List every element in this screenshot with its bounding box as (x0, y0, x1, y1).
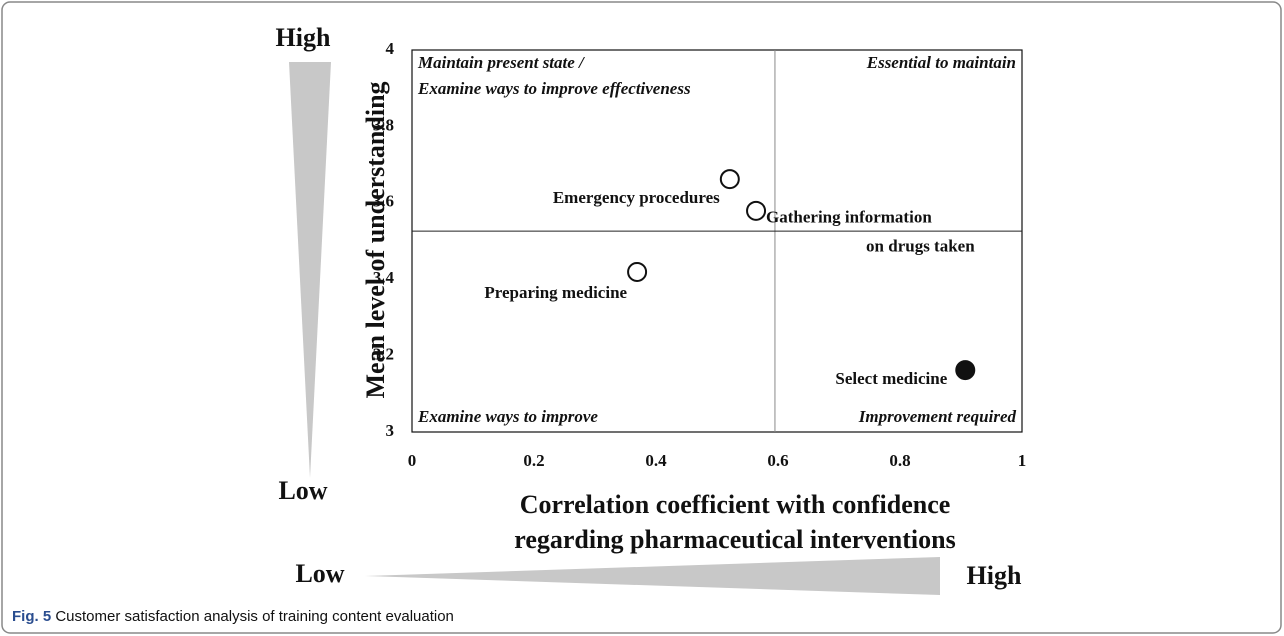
y-tick-label: 3.6 (373, 192, 394, 211)
quadrant-label: Examine ways to improve effectiveness (417, 79, 691, 98)
figure-label: Fig. 5 (12, 608, 51, 625)
quadrant-label: Maintain present state / (417, 53, 586, 72)
x-high: High (967, 561, 1022, 590)
x-direction-wedge (365, 557, 940, 595)
point-label: Emergency procedures (553, 188, 720, 207)
y-tick-label: 4 (386, 39, 395, 58)
y-low: Low (278, 476, 327, 505)
data-point (955, 360, 976, 381)
x-tick-label: 0.8 (889, 451, 910, 470)
x-tick-label: 0.4 (645, 451, 667, 470)
point-label: Gathering information (766, 208, 932, 227)
y-tick-label: 3.4 (373, 268, 395, 287)
y-direction-wedge (289, 62, 331, 478)
point-label: Select medicine (835, 369, 947, 388)
y-high: High (276, 23, 331, 52)
x-low: Low (295, 559, 344, 588)
y-axis-title: Mean level of understanding (361, 81, 390, 398)
data-point (719, 169, 740, 190)
quadrant-label: Essential to maintain (866, 53, 1016, 72)
caption-text: Customer satisfaction analysis of traini… (55, 608, 454, 625)
x-axis-title: regarding pharmaceutical interventions (514, 525, 955, 554)
y-tick-label: 3.2 (373, 345, 394, 364)
caption: Fig. 5 Customer satisfaction analysis of… (12, 608, 454, 625)
y-tick-label: 3 (386, 421, 395, 440)
y-tick-label: 3.8 (373, 115, 394, 134)
data-point (746, 200, 767, 221)
plot-frame (411, 49, 1023, 433)
x-tick-label: 0.2 (523, 451, 544, 470)
point-label: on drugs taken (866, 237, 975, 256)
data-point (627, 261, 648, 282)
x-tick-label: 1 (1018, 451, 1027, 470)
x-axis-title: Correlation coefficient with confidence (520, 490, 951, 519)
x-tick-label: 0.6 (767, 451, 788, 470)
x-tick-label: 0 (408, 451, 417, 470)
quadrant-label: Examine ways to improve (417, 407, 598, 426)
quadrant-label: Improvement required (858, 407, 1017, 426)
point-label: Preparing medicine (484, 283, 627, 302)
